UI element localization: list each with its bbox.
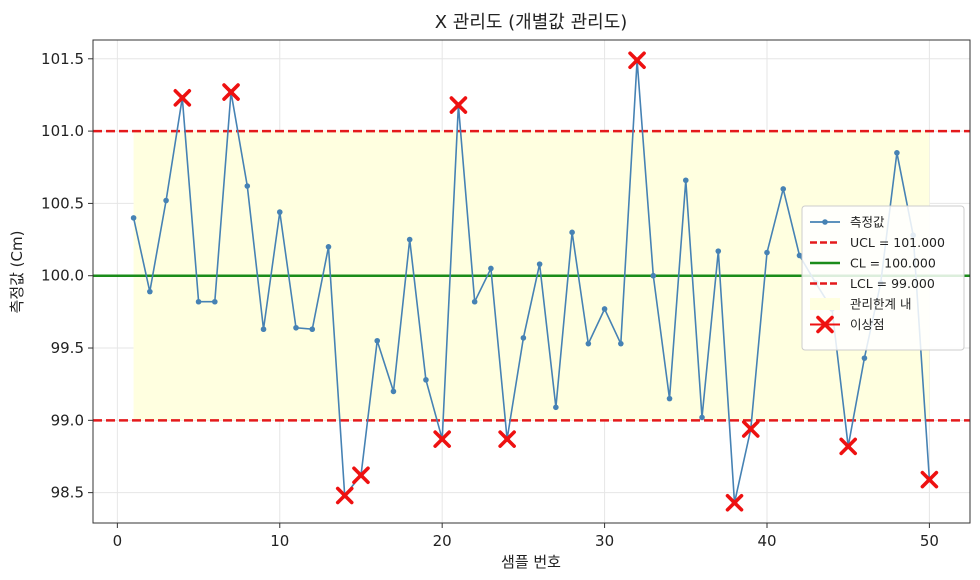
x-tick-label: 10 (270, 532, 289, 550)
data-point (536, 261, 543, 267)
x-tick-label: 30 (595, 532, 614, 550)
data-point (894, 149, 900, 156)
y-tick-label: 98.5 (51, 484, 84, 502)
data-point (569, 229, 575, 236)
legend-swatch-patch (810, 298, 840, 310)
legend-item: 측정값 (810, 215, 885, 230)
outlier-stroke (433, 430, 451, 448)
data-point (244, 183, 251, 189)
data-point (861, 355, 868, 361)
legend-item: UCL = 101.000 (810, 235, 945, 250)
y-axis-label: 측정값 (Cm) (8, 231, 26, 314)
legend: 측정값 UCL = 101.000 CL = 100.000 LCL = 99.000… (801, 205, 965, 351)
outlier-stroke (498, 430, 516, 448)
data-point (260, 326, 267, 333)
data-point (406, 236, 413, 243)
data-point (293, 324, 299, 331)
data-point (390, 388, 397, 395)
legend-label: CL = 100.000 (850, 256, 936, 271)
data-point (130, 215, 137, 221)
outlier-marker (741, 420, 760, 438)
outlier-marker (352, 466, 370, 485)
y-axis-ticks: 98.5 99.0 99.5 100.0 100.5 101.0 101.5 (41, 50, 93, 502)
y-tick-label: 99.0 (51, 411, 84, 429)
data-point (699, 414, 705, 421)
legend-label: LCL = 99.000 (850, 276, 935, 291)
x-tick-label: 0 (113, 532, 123, 550)
data-point (309, 326, 316, 333)
y-tick-label: 101.5 (41, 50, 84, 68)
x-axis-ticks: 0 10 20 30 40 50 (113, 523, 939, 550)
outlier-stroke (920, 470, 939, 489)
legend-label: 이상점 (850, 317, 885, 332)
outlier-marker (498, 430, 516, 448)
data-point (682, 177, 689, 184)
data-point (423, 377, 429, 383)
outlier-marker (335, 486, 354, 505)
data-point (212, 298, 218, 305)
data-point (488, 265, 494, 272)
data-point (764, 249, 770, 256)
outlier-stroke (335, 486, 354, 505)
outlier-marker (839, 437, 857, 456)
legend-label: 측정값 (850, 215, 885, 230)
outlier-stroke (741, 420, 760, 438)
axes-frame (92, 39, 971, 524)
outlier-marker (628, 51, 646, 70)
x-tick-label: 50 (920, 532, 939, 550)
outlier-stroke (222, 83, 240, 101)
outlier-stroke (628, 51, 646, 70)
outlier-stroke (449, 96, 468, 114)
outlier-marker (725, 493, 744, 512)
y-tick-label: 101.0 (41, 122, 84, 140)
data-point (163, 197, 169, 204)
y-tick-label: 100.0 (41, 267, 84, 285)
data-point (796, 252, 803, 259)
legend-swatch-marker (822, 219, 828, 225)
data-point (650, 272, 657, 279)
plot-area (92, 39, 971, 524)
x-tick-label: 20 (433, 532, 452, 550)
data-point (325, 243, 332, 250)
data-point (147, 288, 153, 295)
legend-box (801, 205, 965, 351)
legend-label: UCL = 101.000 (850, 235, 945, 250)
data-point (471, 298, 478, 305)
legend-item: 관리한계 내 (810, 297, 911, 312)
legend-item: LCL = 99.000 (810, 276, 935, 291)
data-point (374, 337, 381, 344)
chart-title: X 관리도 (개별값 관리도) (435, 12, 628, 33)
outlier-marker (222, 83, 240, 101)
outlier-stroke (725, 493, 744, 512)
x-tick-label: 40 (757, 532, 776, 550)
outlier-marker (449, 96, 468, 114)
outlier-stroke (173, 89, 192, 107)
data-point (666, 395, 673, 402)
outlier-stroke (352, 466, 370, 485)
legend-swatch-x (816, 315, 834, 334)
y-tick-label: 100.5 (41, 194, 84, 212)
outlier-marker (173, 89, 192, 107)
outlier-stroke (839, 437, 857, 456)
data-point (715, 248, 722, 254)
data-point (585, 340, 592, 347)
data-point (601, 306, 608, 312)
series-line (132, 60, 931, 503)
legend-item: CL = 100.000 (810, 256, 936, 271)
legend-item: 이상점 (810, 315, 885, 334)
data-point (276, 209, 283, 215)
data-point (520, 335, 527, 341)
outlier-marker (433, 430, 451, 448)
outlier-marker (920, 470, 939, 489)
data-point (618, 340, 624, 347)
data-point (780, 186, 787, 192)
data-point (195, 298, 202, 305)
data-point (553, 404, 559, 411)
legend-label: 관리한계 내 (850, 297, 911, 312)
y-tick-label: 99.5 (51, 339, 84, 357)
x-axis-label: 샘플 번호 (501, 553, 561, 571)
